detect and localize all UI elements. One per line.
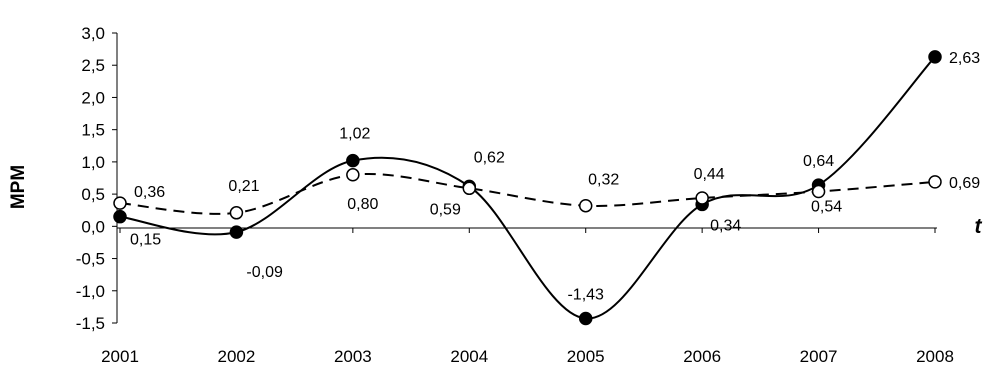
x-tick-label: 2001: [101, 347, 139, 366]
data-label: 2,63: [949, 50, 980, 67]
data-label: 0,36: [134, 184, 165, 201]
data-label: 0,64: [803, 153, 834, 170]
filled-marker: [578, 311, 593, 326]
data-label: 0,54: [811, 199, 842, 216]
x-tick-label: 2006: [683, 347, 721, 366]
data-label: 1,02: [339, 126, 370, 143]
open-marker: [346, 168, 360, 182]
y-tick-label: 1,5: [81, 121, 105, 140]
y-tick-label: -0,5: [76, 250, 105, 269]
y-axis-title: MPM: [8, 165, 29, 209]
y-tick-label: -1,0: [76, 282, 105, 301]
filled-marker: [346, 153, 360, 168]
y-tick-label: 3,0: [81, 24, 105, 43]
series-dashed-line: [119, 173, 936, 215]
x-tick-label: 2002: [218, 347, 256, 366]
data-label: -0,09: [246, 264, 283, 281]
open-marker: [229, 206, 244, 220]
x-tick-label: 2004: [450, 347, 488, 366]
data-label: 0,69: [949, 175, 980, 192]
filled-marker: [928, 50, 942, 64]
x-tick-label: 2005: [567, 347, 605, 366]
y-tick-label: -1,5: [76, 314, 105, 333]
x-tick-label: 2003: [334, 347, 372, 366]
data-label: 0,62: [474, 149, 505, 166]
data-label: 0,15: [130, 232, 161, 249]
open-marker: [695, 191, 709, 205]
open-marker: [811, 184, 826, 199]
x-tick-label: 2007: [800, 347, 838, 366]
x-axis-title: t: [975, 215, 983, 238]
open-marker: [928, 175, 942, 189]
filled-marker: [113, 209, 127, 224]
y-tick-label: 2,0: [81, 88, 105, 107]
data-label: 0,80: [347, 196, 378, 213]
y-tick-label: 1,0: [81, 153, 105, 172]
data-label: 0,34: [710, 217, 741, 234]
data-label: 0,32: [588, 172, 619, 189]
filled-marker: [229, 225, 244, 239]
data-label: 0,21: [228, 178, 259, 195]
y-tick-label: 0,5: [81, 185, 105, 204]
data-label: 0,44: [694, 166, 725, 183]
open-marker: [113, 196, 127, 210]
data-label: -1,43: [567, 286, 604, 303]
open-marker: [462, 181, 477, 196]
y-tick-label: 2,5: [81, 56, 105, 75]
x-tick-label: 2008: [916, 347, 954, 366]
data-label: 0,59: [430, 201, 461, 218]
y-tick-label: 0,0: [81, 217, 105, 236]
open-marker: [578, 198, 593, 213]
